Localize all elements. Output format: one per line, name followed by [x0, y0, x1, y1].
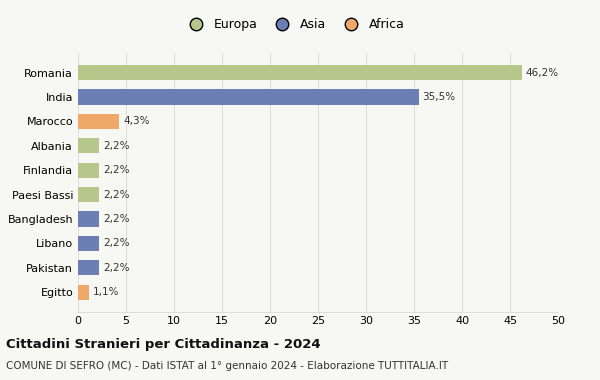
Legend: Europa, Asia, Africa: Europa, Asia, Africa — [179, 13, 409, 36]
Text: Cittadini Stranieri per Cittadinanza - 2024: Cittadini Stranieri per Cittadinanza - 2… — [6, 338, 320, 351]
Bar — [78, 285, 89, 300]
Bar — [78, 114, 119, 129]
Bar — [78, 65, 521, 80]
Text: 2,2%: 2,2% — [103, 190, 130, 200]
Text: 2,2%: 2,2% — [103, 165, 130, 175]
Bar — [78, 89, 419, 105]
Text: 2,2%: 2,2% — [103, 238, 130, 249]
Text: 1,1%: 1,1% — [92, 287, 119, 297]
Text: 2,2%: 2,2% — [103, 141, 130, 151]
Text: 46,2%: 46,2% — [526, 68, 559, 78]
Bar — [78, 163, 99, 178]
Bar — [78, 236, 99, 251]
Bar — [78, 138, 99, 154]
Bar — [78, 187, 99, 202]
Text: 35,5%: 35,5% — [422, 92, 456, 102]
Text: 2,2%: 2,2% — [103, 214, 130, 224]
Bar — [78, 211, 99, 226]
Text: COMUNE DI SEFRO (MC) - Dati ISTAT al 1° gennaio 2024 - Elaborazione TUTTITALIA.I: COMUNE DI SEFRO (MC) - Dati ISTAT al 1° … — [6, 361, 448, 371]
Bar — [78, 260, 99, 276]
Text: 4,3%: 4,3% — [123, 116, 149, 127]
Text: 2,2%: 2,2% — [103, 263, 130, 273]
